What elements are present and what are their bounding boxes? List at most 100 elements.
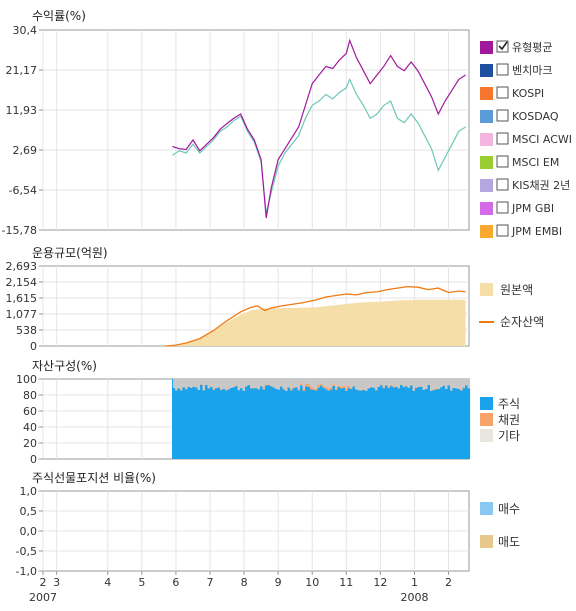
y-tick-label: -1,0	[16, 565, 37, 578]
bar-stock	[190, 388, 193, 459]
bar-bond	[263, 389, 266, 390]
bar-other	[460, 379, 463, 390]
bar-bond	[323, 386, 326, 388]
bar-other	[315, 379, 318, 389]
bar-other	[363, 379, 366, 390]
bar-other	[370, 379, 373, 387]
bar-other	[400, 379, 403, 384]
y-tick-label: 100	[16, 373, 37, 386]
legend-swatch	[480, 156, 493, 169]
y-tick-label: 0	[30, 340, 37, 353]
bar-bond	[335, 388, 338, 390]
bar-other	[350, 379, 353, 388]
bar-stock	[373, 388, 376, 459]
bar-bond	[228, 389, 231, 390]
legend-checkbox[interactable]	[497, 225, 508, 236]
bar-bond	[400, 384, 403, 385]
legend-label: 원본액	[500, 283, 533, 297]
bar-bond	[358, 390, 361, 391]
bar-other	[455, 379, 458, 388]
y-tick-label: 0,0	[20, 525, 38, 538]
plot-frame	[43, 30, 469, 230]
bar-stock	[435, 390, 438, 460]
x-tick-label: 5	[138, 576, 145, 589]
legend-checkbox[interactable]	[497, 179, 508, 190]
y-tick-label: -15,78	[2, 224, 37, 237]
bar-stock	[378, 387, 381, 459]
bar-stock	[178, 388, 181, 459]
legend-label: MSCI EM	[512, 156, 559, 169]
y-tick-label: 1,0	[20, 485, 38, 498]
bar-stock	[428, 385, 431, 459]
y-tick-label: 1,615	[6, 292, 38, 305]
bar-stock	[283, 389, 286, 459]
bar-stock	[198, 390, 201, 459]
y-tick-label: -6,54	[9, 184, 37, 197]
bar-stock	[358, 391, 361, 460]
bar-stock	[288, 387, 291, 459]
bar-stock	[273, 388, 276, 460]
legend-swatch	[480, 202, 493, 215]
legend-checkbox[interactable]	[497, 87, 508, 98]
bar-stock	[240, 388, 243, 459]
bar-other	[403, 379, 406, 386]
bar-other	[270, 379, 273, 386]
bar-bond	[438, 388, 441, 389]
legend-label: 순자산액	[500, 315, 544, 329]
bar-stock	[445, 389, 448, 459]
bar-other	[235, 379, 238, 386]
bar-stock	[375, 390, 378, 459]
bar-stock	[318, 388, 321, 459]
bar-other	[223, 379, 226, 388]
bar-stock	[320, 386, 323, 459]
bar-stock	[203, 390, 206, 459]
legend-checkbox[interactable]	[497, 156, 508, 167]
bar-stock	[243, 391, 246, 459]
bar-stock	[423, 390, 426, 459]
bar-stock	[313, 390, 316, 459]
bar-bond	[340, 387, 343, 389]
bar-other	[385, 379, 388, 385]
bar-other	[365, 379, 368, 390]
bar-bond	[388, 387, 391, 388]
bar-bond	[280, 386, 283, 387]
chart-panel-4: 주식선물포지션 비율(%)1,00,50,0-0,5-1,0	[16, 471, 469, 578]
bar-other	[198, 379, 201, 390]
bar-other	[233, 379, 236, 387]
legend-checkbox[interactable]	[497, 133, 508, 144]
bar-bond	[325, 387, 328, 389]
y-tick-label: 30,4	[13, 24, 38, 37]
legend-checkbox[interactable]	[497, 110, 508, 121]
bar-other	[433, 379, 436, 389]
legend-checkbox[interactable]	[497, 64, 508, 75]
bar-bond	[395, 386, 398, 387]
bar-bond	[300, 383, 303, 385]
bar-other	[250, 379, 253, 388]
bar-stock	[385, 385, 388, 459]
bar-other	[320, 379, 323, 384]
bar-stock	[278, 390, 281, 459]
bar-stock	[258, 389, 261, 459]
bar-other	[278, 379, 281, 389]
bar-other	[248, 379, 251, 385]
chart-title-futures: 주식선물포지션 비율(%)	[32, 471, 156, 485]
bar-stock	[223, 389, 226, 459]
x-tick-label: 2	[445, 576, 452, 589]
bar-stock	[215, 388, 218, 459]
bar-stock	[413, 391, 416, 459]
bar-other	[435, 379, 438, 389]
bar-stock	[398, 388, 401, 459]
bar-stock	[260, 386, 263, 459]
bar-stock	[380, 385, 383, 459]
bar-stock	[458, 389, 461, 459]
bar-other	[288, 379, 291, 387]
legend-checkbox[interactable]	[497, 202, 508, 213]
bar-bond	[333, 384, 336, 386]
bar-other	[408, 379, 411, 387]
bar-stock	[383, 388, 386, 459]
bar-stock	[418, 387, 421, 459]
